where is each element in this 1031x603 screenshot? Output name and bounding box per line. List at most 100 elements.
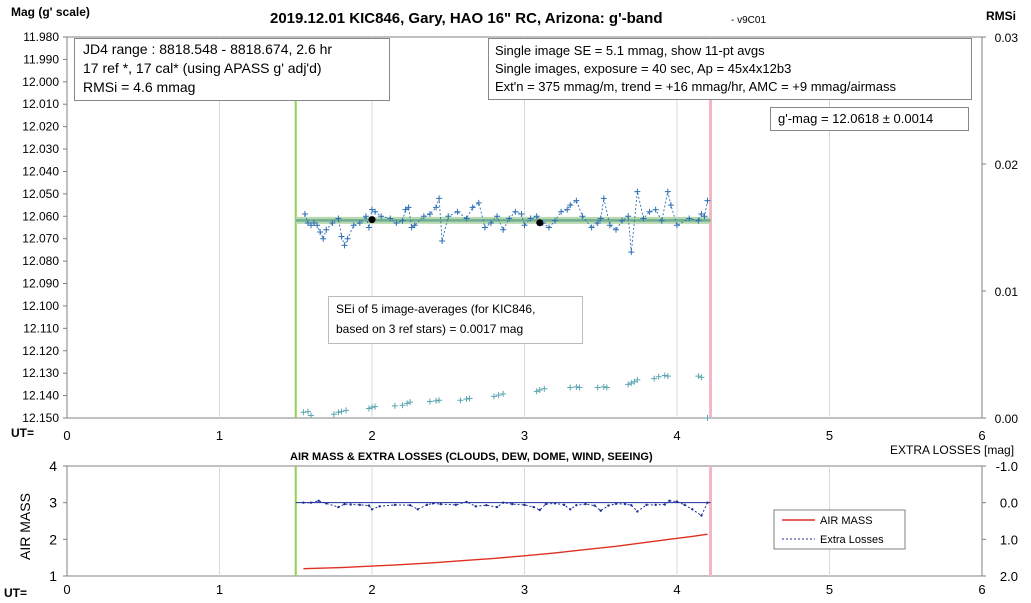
- rmsi-point: [436, 397, 443, 404]
- bottom-start-end-markers: [294, 466, 713, 576]
- top-y-tick-label: 12.050: [22, 187, 59, 201]
- extra-losses-point: [425, 503, 429, 507]
- mag-point: [667, 202, 674, 209]
- rmsi-point: [661, 372, 668, 379]
- rmsi-point: [631, 378, 638, 385]
- mag-point: [405, 204, 412, 211]
- mag-point: [314, 222, 321, 229]
- bottom-x-tick-labels: 0 1 2 3 4 5 6: [63, 582, 985, 597]
- extra-losses-point: [343, 502, 346, 506]
- top-left-axis-label: Mag (g' scale): [11, 5, 90, 19]
- extra-losses-point: [706, 501, 709, 504]
- mag-point: [533, 213, 540, 220]
- mag-point: [365, 224, 372, 231]
- mag-point: [640, 215, 647, 222]
- rmsi-point: [369, 404, 375, 411]
- mag-point: [674, 222, 680, 229]
- bottom-x-tick-label: 6: [978, 582, 985, 597]
- top-y-tick-label: 11.980: [23, 30, 59, 44]
- bottom-x-tick-label: 1: [216, 582, 223, 597]
- mag-point: [573, 197, 580, 204]
- mag-point: [301, 211, 308, 218]
- extra-losses-point: [675, 500, 679, 503]
- air-mass-line: [303, 533, 708, 570]
- sei-line1: SEi of 5 image-averages (for KIC846,: [336, 302, 536, 316]
- rmsi-point: [304, 408, 311, 415]
- extra-losses-point: [562, 503, 566, 507]
- top-y2-tick-labels: 0.00 0.01 0.02 0.03: [982, 31, 1018, 426]
- mag-series: [301, 188, 711, 256]
- extra-losses-point: [511, 502, 514, 506]
- mag-point: [701, 213, 708, 220]
- extra-losses-point: [575, 504, 578, 507]
- extra-losses-point: [454, 503, 458, 507]
- extra-losses-point: [593, 504, 596, 507]
- bottom-y-tick-labels: 1 2 3 4: [49, 458, 67, 584]
- top-y-tick-label: 12.090: [22, 277, 59, 291]
- mag-result-text: g'-mag = 12.0618 ± 0.0014: [778, 111, 934, 126]
- rmsi-point: [704, 415, 711, 421]
- extra-losses-point: [691, 508, 694, 511]
- mag-point: [411, 222, 418, 229]
- extra-losses-point: [683, 503, 686, 507]
- mag-point: [445, 213, 452, 220]
- mag-point: [704, 197, 711, 204]
- rmsi-point: [300, 409, 307, 416]
- top-x-tick-label: 1: [216, 428, 223, 443]
- extra-losses-point: [501, 501, 505, 504]
- rmsi-series: [300, 372, 711, 421]
- extra-losses-point: [654, 503, 657, 507]
- rmsi-point: [407, 399, 414, 406]
- mag-point: [579, 213, 586, 220]
- top-y-tick-label: 12.060: [22, 209, 59, 223]
- mag-point: [378, 213, 385, 220]
- mag-point: [619, 217, 626, 224]
- top-y-tick-label: 12.020: [22, 120, 59, 134]
- info-box-range-line1: JD4 range : 8818.548 - 8818.674, 2.6 hr: [83, 41, 333, 57]
- mag-point: [344, 235, 351, 242]
- top-y2-tick-label: 0.00: [995, 412, 1019, 426]
- mag-point: [329, 220, 336, 227]
- mag-point: [606, 222, 613, 229]
- rmsi-point: [404, 400, 411, 407]
- extra-losses-point: [309, 501, 313, 504]
- chart-title: 2019.12.01 KIC846, Gary, HAO 16" RC, Ari…: [270, 10, 662, 27]
- info-box-settings-line3: Ext'n = 375 mmag/m, trend = +16 mmag/hr,…: [495, 79, 896, 94]
- rmsi-point: [372, 403, 379, 410]
- info-box-range: JD4 range : 8818.548 - 8818.674, 2.6 hr …: [74, 38, 390, 101]
- mag-point: [341, 242, 348, 249]
- extra-losses-point: [569, 508, 572, 511]
- mag-point: [600, 195, 607, 202]
- mag-point: [469, 204, 476, 211]
- top-y-tick-label: 12.040: [22, 164, 59, 178]
- rmsi-point: [500, 390, 507, 397]
- rmsi-point: [308, 412, 314, 419]
- rmsi-point: [536, 387, 543, 394]
- mag-point: [634, 188, 641, 195]
- top-y-tick-label: 12.030: [22, 142, 59, 156]
- mag-point: [350, 222, 357, 229]
- mag-point: [558, 208, 565, 215]
- mag-point: [475, 199, 482, 206]
- mag-result-box: g'-mag = 12.0618 ± 0.0014: [770, 107, 969, 131]
- top-y-tick-label: 12.100: [22, 299, 59, 313]
- rmsi-point: [335, 409, 342, 416]
- legend-extra-losses-label: Extra Losses: [820, 534, 884, 546]
- average-point: [536, 219, 544, 227]
- mag-point: [408, 224, 415, 231]
- extra-losses-point: [337, 505, 340, 509]
- extra-losses-point: [614, 502, 618, 505]
- rmsi-point: [628, 380, 635, 387]
- extra-losses-point: [599, 509, 602, 512]
- bottom-x-tick-label: 3: [521, 582, 528, 597]
- mag-point: [308, 222, 314, 229]
- mag-point: [545, 224, 552, 231]
- extra-losses-point: [358, 503, 361, 507]
- extra-losses-point: [465, 500, 468, 504]
- mag-point: [500, 226, 507, 233]
- mag-point: [506, 215, 513, 222]
- bottom-y2-tick-labels: -1.0 0.0 1.0 2.0: [982, 459, 1018, 584]
- mag-point: [454, 208, 461, 215]
- mag-point: [628, 249, 635, 256]
- mag-point: [433, 204, 440, 211]
